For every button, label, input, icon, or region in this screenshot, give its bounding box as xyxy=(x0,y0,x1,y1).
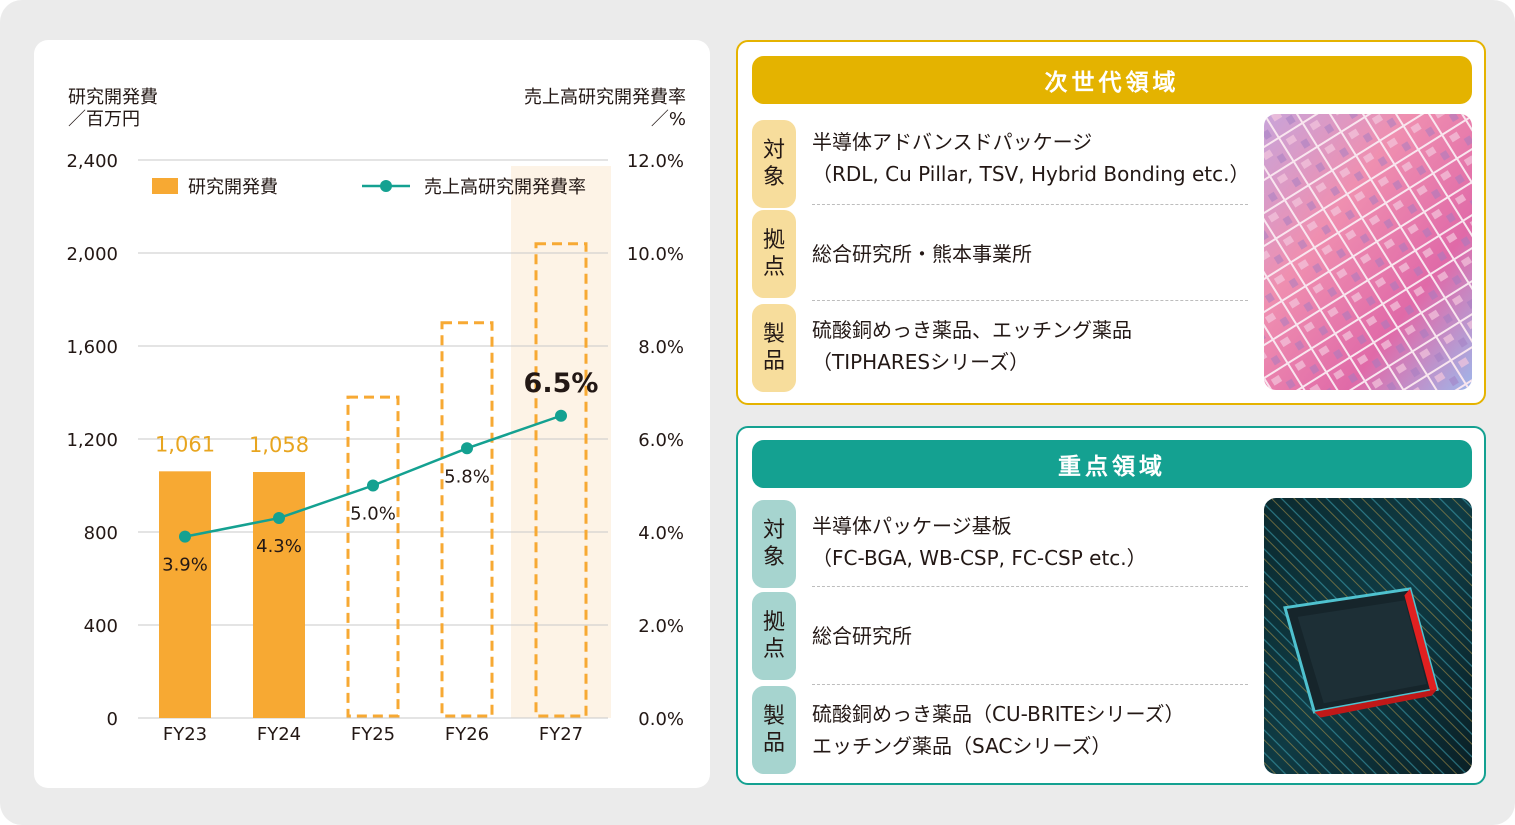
ratio-point xyxy=(179,530,191,543)
left-tick-label: 1,200 xyxy=(66,430,118,451)
right-axis-title: 売上高研究開発費率 ／% xyxy=(524,87,686,131)
tag-char: 対 xyxy=(762,138,785,163)
bar xyxy=(159,471,211,718)
tag-char: 点 xyxy=(762,255,785,280)
right-tick-label: 4.0% xyxy=(638,523,684,544)
tag-char: 対 xyxy=(762,518,785,543)
right-tick-label: 10.0% xyxy=(627,244,684,265)
next-gen-title: 次世代領域 xyxy=(752,56,1472,104)
tag-char: 拠 xyxy=(762,228,785,253)
wafer-image xyxy=(1264,114,1472,390)
next-gen-site-text: 総合研究所・熊本事業所 xyxy=(812,238,1262,270)
focus-tag-product: 製 品 xyxy=(752,686,796,774)
legend-bar-label: 研究開発費 xyxy=(188,177,278,198)
text-line: （TIPHARESシリーズ） xyxy=(812,350,1030,374)
text-line: エッチング薬品（SACシリーズ） xyxy=(812,734,1112,758)
ratio-value-label: 3.9% xyxy=(162,555,208,576)
left-tick-label: 0 xyxy=(107,709,118,730)
circuit-image xyxy=(1264,498,1472,774)
next-gen-tag-product: 製 品 xyxy=(752,304,796,392)
ratio-value-label: 5.8% xyxy=(444,466,490,487)
highlight-band xyxy=(511,166,611,718)
x-tick-label: FY24 xyxy=(257,724,301,745)
target-bar-outline xyxy=(534,242,588,718)
tag-char: 象 xyxy=(762,545,785,570)
rd-chart: 2,400 2,000 1,600 1,200 800 400 0 12.0% 10.0% 8.0… xyxy=(66,151,684,745)
right-axis-title-line2: ／% xyxy=(650,109,686,130)
right-axis-title-line1: 売上高研究開発費率 xyxy=(524,87,686,108)
x-tick-label: FY25 xyxy=(351,724,395,745)
focus-panel: 重点領域 対 象 半導体パッケージ基板 （FC-BGA, WB-CSP, FC-… xyxy=(736,426,1486,785)
bar xyxy=(253,472,305,718)
tag-char: 製 xyxy=(762,322,785,347)
left-axis-title-line1: 研究開発費 xyxy=(68,87,158,108)
next-gen-panel: 次世代領域 対 象 半導体アドバンスドパッケージ （RDL, Cu Pillar… xyxy=(736,40,1486,405)
ratio-point xyxy=(461,442,473,455)
wafer-photo xyxy=(1264,114,1472,390)
legend-line-marker xyxy=(380,180,392,192)
ratio-point xyxy=(555,409,567,422)
tag-char: 拠 xyxy=(762,610,785,635)
left-tick-label: 2,400 xyxy=(66,151,118,172)
focus-tag-target: 対 象 xyxy=(752,500,796,588)
next-gen-target-text: 半導体アドバンスドパッケージ （RDL, Cu Pillar, TSV, Hyb… xyxy=(812,126,1262,190)
next-gen-product-text: 硫酸銅めっき薬品、エッチング薬品 （TIPHARESシリーズ） xyxy=(812,314,1262,378)
target-bar-outline xyxy=(346,395,400,718)
focus-site-text: 総合研究所 xyxy=(812,620,1262,652)
focus-product-text: 硫酸銅めっき薬品（CU-BRITEシリーズ） エッチング薬品（SACシリーズ） xyxy=(812,698,1262,762)
right-tick-label: 6.0% xyxy=(638,430,684,451)
tag-char: 製 xyxy=(762,704,785,729)
right-tick-label: 0.0% xyxy=(638,709,684,730)
text-line: 硫酸銅めっき薬品（CU-BRITEシリーズ） xyxy=(812,702,1185,726)
ratio-value-label: 5.0% xyxy=(350,504,396,525)
text-line: 総合研究所・熊本事業所 xyxy=(812,242,1032,266)
focus-title: 重点領域 xyxy=(752,440,1472,488)
text-line: 総合研究所 xyxy=(812,624,912,648)
text-line: （FC-BGA, WB-CSP, FC-CSP etc.） xyxy=(812,546,1147,570)
ratio-value-label: 6.5% xyxy=(524,368,599,399)
bar-value-label: 1,061 xyxy=(155,432,215,456)
circuit-board-photo xyxy=(1264,498,1472,774)
tag-char: 点 xyxy=(762,637,785,662)
x-tick-label: FY26 xyxy=(445,724,489,745)
divider xyxy=(812,586,1248,587)
left-axis-title-line2: ／百万円 xyxy=(68,109,140,130)
focus-tag-site: 拠 点 xyxy=(752,592,796,680)
next-gen-tag-site: 拠 点 xyxy=(752,210,796,298)
ratio-point xyxy=(367,479,379,492)
divider xyxy=(812,684,1248,685)
ratio-value-label: 4.3% xyxy=(256,536,302,557)
right-tick-label: 8.0% xyxy=(638,337,684,358)
text-line: 半導体パッケージ基板 xyxy=(812,514,1012,538)
left-axis-title: 研究開発費 ／百万円 xyxy=(68,87,158,131)
bar-value-label: 1,058 xyxy=(249,433,309,457)
divider xyxy=(812,300,1248,301)
legend-bar-swatch xyxy=(152,178,178,194)
tag-char: 象 xyxy=(762,165,785,190)
left-tick-label: 2,000 xyxy=(66,244,118,265)
x-tick-label: FY23 xyxy=(163,724,207,745)
target-bar-outline xyxy=(440,321,494,718)
right-tick-label: 12.0% xyxy=(627,151,684,172)
right-tick-label: 2.0% xyxy=(638,616,684,637)
text-line: 硫酸銅めっき薬品、エッチング薬品 xyxy=(812,318,1132,342)
left-tick-label: 1,600 xyxy=(66,337,118,358)
divider xyxy=(812,204,1248,205)
next-gen-tag-target: 対 象 xyxy=(752,120,796,208)
tag-char: 品 xyxy=(762,731,785,756)
text-line: 半導体アドバンスドパッケージ xyxy=(812,130,1093,154)
x-tick-label: FY27 xyxy=(539,724,583,745)
legend-line-label: 売上高研究開発費率 xyxy=(424,177,586,198)
tag-char: 品 xyxy=(762,349,785,374)
ratio-point xyxy=(273,512,285,525)
rd-chart-card: 研究開発費 ／百万円 売上高研究開発費率 ／% 2,400 2,000 1,600 1… xyxy=(34,40,710,788)
focus-target-text: 半導体パッケージ基板 （FC-BGA, WB-CSP, FC-CSP etc.） xyxy=(812,510,1262,574)
text-line: （RDL, Cu Pillar, TSV, Hybrid Bonding etc… xyxy=(812,162,1250,186)
left-tick-label: 800 xyxy=(84,523,118,544)
left-tick-label: 400 xyxy=(84,616,118,637)
